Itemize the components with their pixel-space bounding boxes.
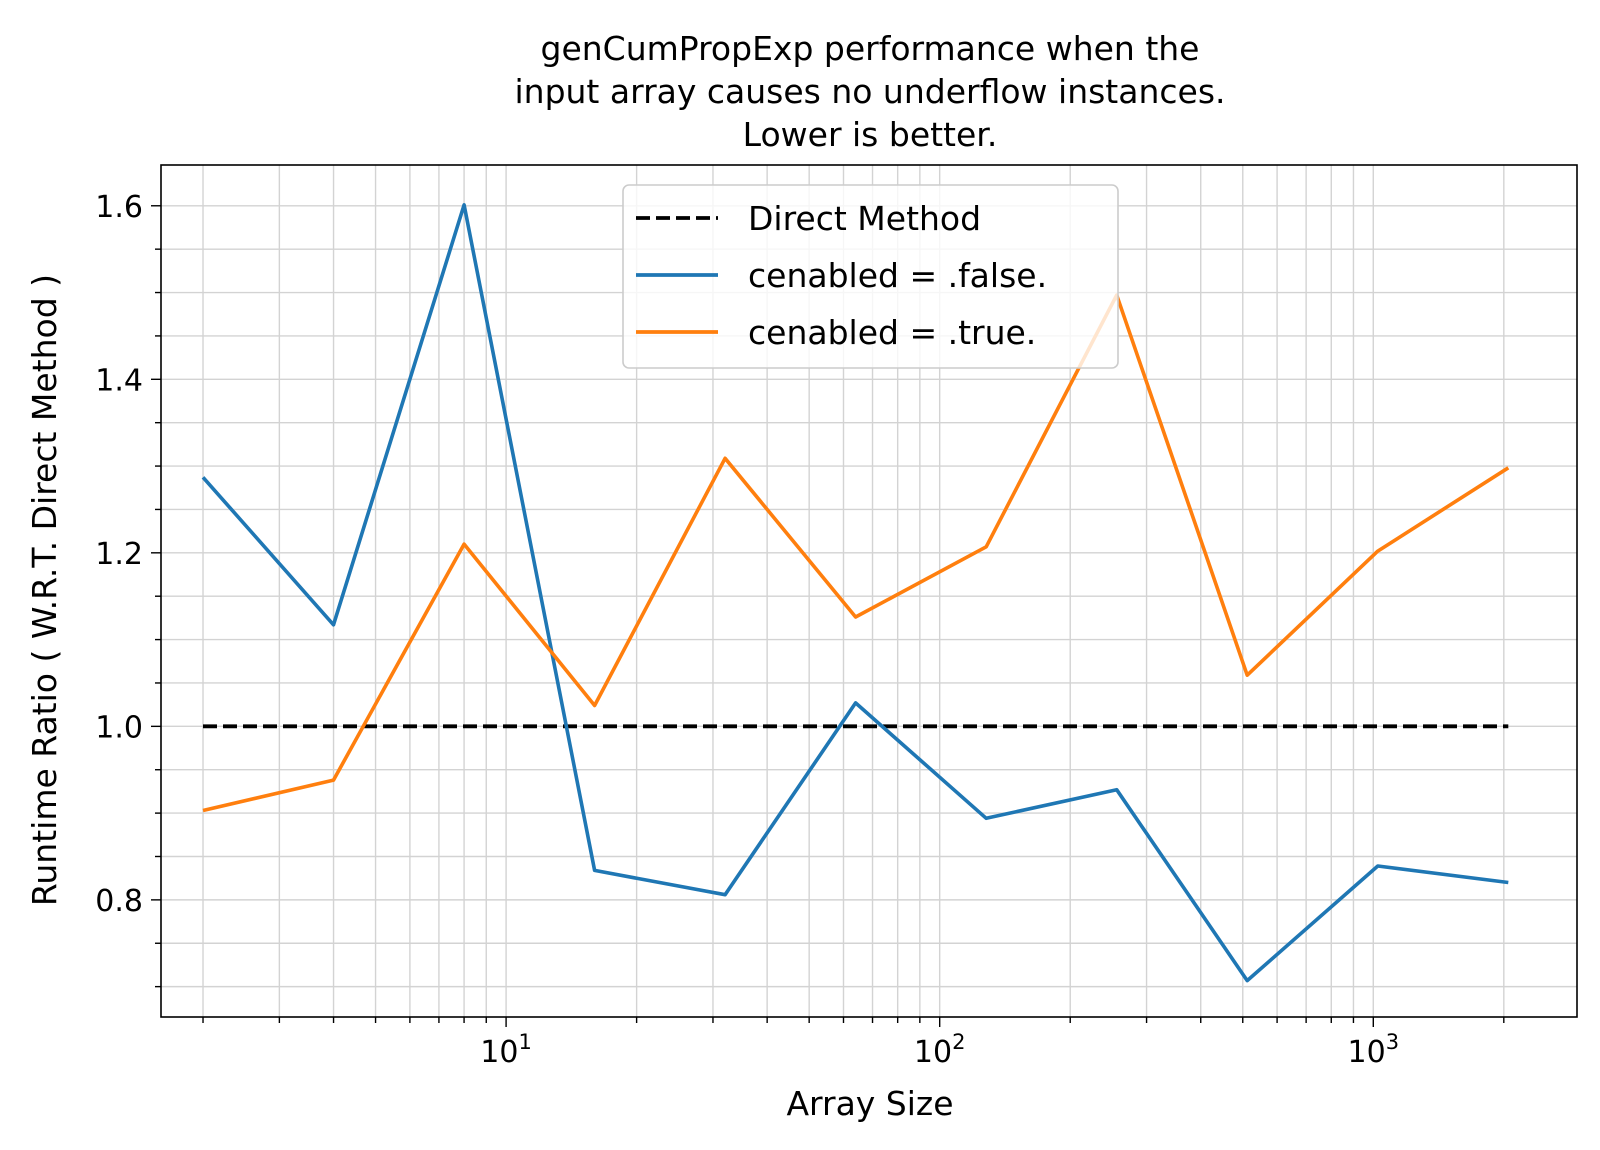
chart-title: genCumPropExp performance when the input… [514, 29, 1225, 154]
plot-frame [160, 164, 1578, 1018]
y-axis-ticks: 0.8 1.0 1.2 1.4 1.6 [95, 190, 161, 988]
legend-label-0: Direct Method [748, 199, 981, 238]
series-line-1 [201, 203, 1509, 983]
y-tick-label: 1.0 [95, 710, 143, 745]
legend-box [622, 184, 1119, 369]
legend-label-2: cenabled = .true. [748, 313, 1036, 352]
title-line-3: Lower is better. [743, 115, 998, 154]
y-tick-label: 1.4 [95, 363, 143, 398]
y-tick-label: 0.8 [95, 884, 143, 919]
plot-series [201, 203, 1510, 983]
y-axis-label: Runtime Ratio ( W.R.T. Direct Method ) [25, 274, 64, 906]
x-tick-label: 101 [480, 1030, 532, 1070]
y-tick-label: 1.2 [95, 537, 143, 572]
series-line-2 [202, 293, 1510, 813]
x-axis-ticks: 101 102 103 [202, 1017, 1505, 1070]
y-tick-label: 1.6 [95, 190, 143, 225]
x-tick-label: 103 [1348, 1030, 1400, 1070]
x-axis-label: Array Size [786, 1084, 953, 1123]
x-tick-label: 102 [914, 1030, 966, 1070]
title-line-2: input array causes no underflow instance… [514, 72, 1225, 111]
legend-label-1: cenabled = .false. [748, 256, 1047, 295]
legend: Direct Method cenabled = .false. cenabled … [622, 184, 1119, 369]
title-line-1: genCumPropExp performance when the [541, 29, 1200, 68]
